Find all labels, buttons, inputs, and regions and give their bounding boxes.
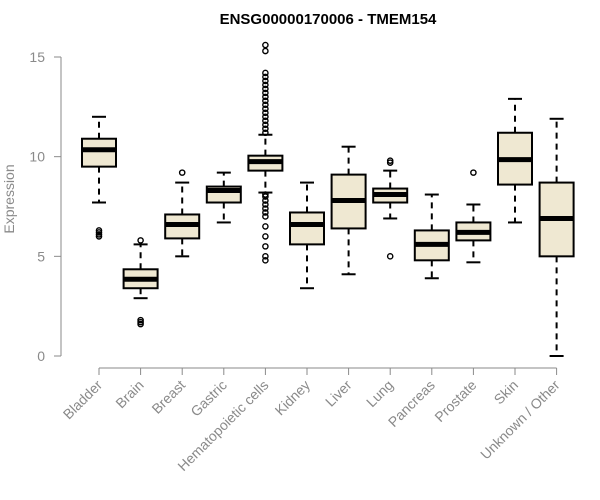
y-tick-label: 10 — [29, 149, 45, 165]
box-group — [81, 115, 117, 240]
x-tick-label: Liver — [322, 377, 355, 410]
outlier-point — [262, 81, 269, 89]
outlier-point — [262, 223, 269, 230]
outlier-point — [262, 209, 269, 216]
outlier-point — [262, 47, 269, 55]
chart-title: ENSG00000170006 - TMEM154 — [220, 11, 437, 28]
y-axis: 0 5 10 15 — [29, 49, 62, 364]
outlier-point — [137, 237, 144, 244]
x-tick-label: Lung — [363, 377, 396, 410]
outlier-point — [262, 41, 269, 49]
outlier-point — [262, 201, 269, 208]
y-tick-label: 0 — [37, 348, 45, 364]
x-tick-label: Bladder — [60, 377, 106, 423]
outlier-point — [262, 85, 269, 93]
box-group — [205, 171, 242, 224]
x-tick-label: Kidney — [272, 377, 314, 419]
outlier-point — [137, 316, 144, 324]
outlier-point — [262, 257, 269, 264]
outlier-point — [470, 169, 477, 176]
outlier-point — [262, 73, 269, 81]
outlier-point — [262, 89, 269, 97]
outlier-point — [262, 233, 269, 240]
outlier-point — [262, 113, 269, 121]
outlier-point — [95, 227, 103, 234]
box-group — [455, 169, 492, 264]
outlier-point — [386, 157, 394, 164]
box-group — [330, 145, 367, 276]
outlier-point — [262, 101, 269, 109]
y-axis-label: Expression — [1, 164, 17, 233]
iqr-box — [289, 211, 325, 246]
x-tick-label: Breast — [148, 377, 188, 417]
outlier-point — [262, 129, 269, 137]
outlier-point — [262, 197, 269, 204]
outlier-point — [262, 125, 269, 133]
outlier-point — [386, 253, 394, 260]
box-group — [538, 117, 575, 357]
box-group — [413, 193, 450, 280]
box-group — [289, 181, 325, 290]
boxes-layer — [81, 41, 575, 357]
outlier-point — [262, 121, 269, 129]
outlier-point — [262, 97, 269, 105]
box-group — [247, 41, 284, 264]
x-tick-label: Prostate — [431, 377, 479, 425]
outlier-point — [262, 253, 269, 260]
box-group — [122, 237, 159, 328]
outlier-point — [178, 169, 186, 176]
outlier-point — [262, 191, 269, 198]
box-group — [497, 97, 533, 224]
outlier-point — [262, 93, 269, 101]
y-tick-label: 15 — [29, 49, 45, 65]
outlier-point — [262, 117, 269, 125]
outlier-point — [262, 205, 269, 212]
x-tick-label: Unknown / Other — [477, 377, 563, 463]
y-tick-label: 5 — [37, 248, 45, 264]
outlier-point — [262, 213, 269, 220]
outlier-point — [262, 243, 269, 250]
box-group — [164, 169, 201, 258]
outlier-point — [262, 69, 269, 77]
outlier-point — [262, 105, 269, 113]
outlier-point — [262, 109, 269, 117]
x-tick-label: Skin — [491, 377, 522, 408]
box-group — [372, 157, 409, 260]
x-tick-label: Brain — [112, 377, 146, 411]
iqr-box — [81, 137, 117, 168]
outlier-point — [262, 77, 269, 85]
